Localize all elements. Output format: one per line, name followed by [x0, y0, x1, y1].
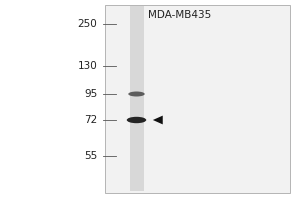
Text: 250: 250 [78, 19, 98, 29]
Bar [105, 5, 290, 193]
Text: 130: 130 [78, 61, 98, 71]
Polygon shape [153, 116, 163, 124]
Text: MDA-MB435: MDA-MB435 [148, 10, 212, 20]
Text: 55: 55 [84, 151, 98, 161]
Ellipse shape [127, 117, 146, 123]
Ellipse shape [128, 92, 145, 97]
Text: 95: 95 [84, 89, 98, 99]
Bar [130, 6, 143, 191]
Text: 72: 72 [84, 115, 98, 125]
